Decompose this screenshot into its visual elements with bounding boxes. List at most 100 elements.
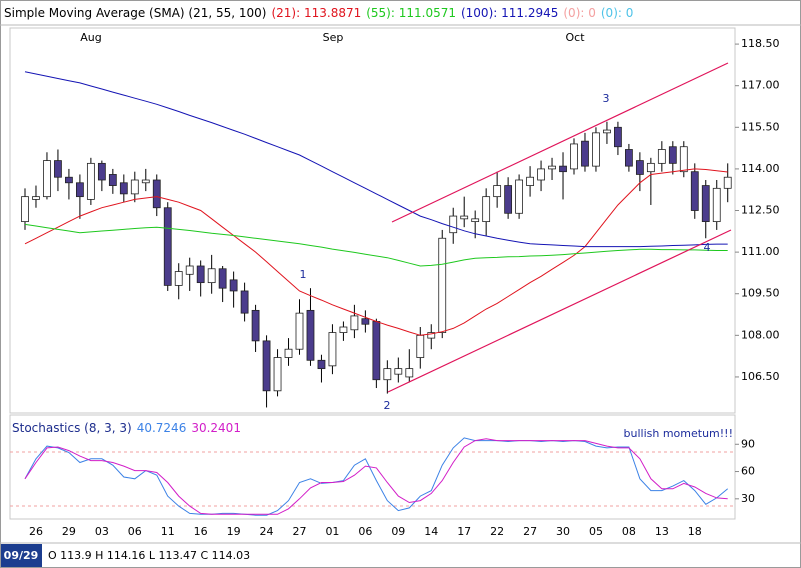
x-tick-label: 05 (589, 525, 603, 538)
candle-body (526, 176, 534, 186)
candle-body (350, 315, 359, 331)
candle-body (701, 185, 710, 223)
legend-entry: (55): 111.0571 (366, 6, 456, 20)
y-tick-label: 109.50 (741, 287, 780, 300)
x-tick-label: 27 (293, 525, 307, 538)
candle-body (482, 196, 491, 223)
candle-body (405, 368, 414, 378)
candle-body (548, 165, 556, 170)
candle-body (317, 359, 326, 370)
candle-body (76, 182, 84, 198)
legend-entry: (0): 0 (601, 6, 634, 20)
line-series (24, 168, 728, 336)
y-tick-label: 111.00 (741, 245, 780, 258)
x-tick-label: 01 (325, 525, 339, 538)
candle-body (493, 185, 502, 198)
candle-body (240, 290, 249, 314)
y-tick-label: 90 (741, 437, 755, 450)
x-tick-label: 13 (655, 525, 669, 538)
candle-body (537, 168, 545, 181)
candle-body (196, 265, 205, 284)
candle-body (383, 368, 392, 381)
x-tick-label: 22 (490, 525, 504, 538)
candle-body (668, 146, 677, 164)
candle-body (592, 132, 600, 167)
status-date-box (1, 544, 42, 567)
candle-body (306, 309, 315, 361)
y-tick-label: 108.00 (741, 328, 780, 341)
legend-entry: 40.7246 (137, 421, 187, 435)
candle-body (690, 171, 699, 211)
candle-body (141, 179, 150, 184)
candle-body (646, 162, 655, 173)
x-tick-label: 27 (523, 525, 537, 538)
candle-body (679, 146, 688, 173)
x-tick-label: 18 (688, 525, 702, 538)
candle-body (427, 332, 436, 339)
line-series (24, 71, 728, 248)
wave-label: 4 (704, 241, 711, 254)
y-tick-label: 115.50 (741, 120, 780, 133)
line-series (24, 437, 729, 516)
candle-body (581, 140, 589, 167)
candle-body (251, 309, 260, 342)
x-tick-label: 06 (128, 525, 142, 538)
candle-body (372, 321, 381, 381)
candle-body (559, 165, 567, 173)
candle-body (174, 271, 183, 286)
candle-body (229, 279, 238, 292)
candle-body (449, 215, 458, 234)
y-tick-label: 30 (741, 492, 755, 505)
legend-entry: (100): 111.2945 (461, 6, 558, 20)
x-tick-label: 14 (424, 525, 438, 538)
candle-body (65, 176, 73, 184)
stochastics-title: Stochastics (8, 3, 3) (12, 421, 132, 435)
candle-body (284, 348, 293, 358)
month-label: Sep (323, 31, 344, 44)
candle-body (657, 149, 666, 164)
candle-body (273, 357, 282, 392)
x-tick-label: 11 (161, 525, 175, 538)
candle-body (185, 265, 194, 275)
candle-body (712, 187, 721, 223)
x-tick-label: 30 (556, 525, 570, 538)
candle-body (152, 179, 161, 209)
month-label: Oct (565, 31, 585, 44)
candle-body (54, 160, 62, 178)
header-title: Simple Moving Average (SMA) (21, 55, 100… (4, 6, 266, 20)
candle-body (328, 332, 337, 367)
candle-body (723, 176, 732, 189)
candle-body (108, 174, 117, 186)
candle-body (119, 182, 128, 195)
x-tick-label: 03 (95, 525, 109, 538)
candle-body (32, 196, 40, 200)
wave-label: 1 (300, 268, 307, 281)
candle-body (460, 215, 469, 220)
candle-body (43, 160, 51, 198)
stochastics-header: Stochastics (8, 3, 3) 40.7246 30.2401 (12, 421, 241, 435)
stochastics-annotation: bullish mometum!!! (624, 427, 733, 440)
candle-body (262, 340, 271, 392)
candle-body (471, 218, 480, 223)
candle-body (570, 143, 578, 170)
candle-body (394, 368, 403, 375)
y-tick-label: 118.50 (741, 37, 780, 50)
candle-body (614, 126, 622, 148)
candle-body (21, 196, 29, 223)
candle-body (218, 268, 227, 289)
status-ohlc: O 113.9 H 114.16 L 113.47 C 114.03 (48, 549, 250, 562)
x-tick-label: 17 (457, 525, 471, 538)
candle-body (339, 326, 348, 333)
y-tick-label: 114.00 (741, 162, 780, 175)
candle-body (504, 185, 513, 214)
month-label: Aug (80, 31, 101, 44)
line-series (24, 438, 728, 515)
y-tick-label: 112.50 (741, 204, 780, 217)
x-tick-label: 06 (358, 525, 372, 538)
marks: 118.50 117.00 115.50 114.00 112.50 111.00 109.… (21, 37, 780, 538)
header: Simple Moving Average (SMA) (21, 55, 100… (4, 6, 633, 20)
status-date: 09/29 (4, 549, 39, 562)
y-tick-label: 106.50 (741, 370, 780, 383)
candle-body (635, 160, 644, 175)
